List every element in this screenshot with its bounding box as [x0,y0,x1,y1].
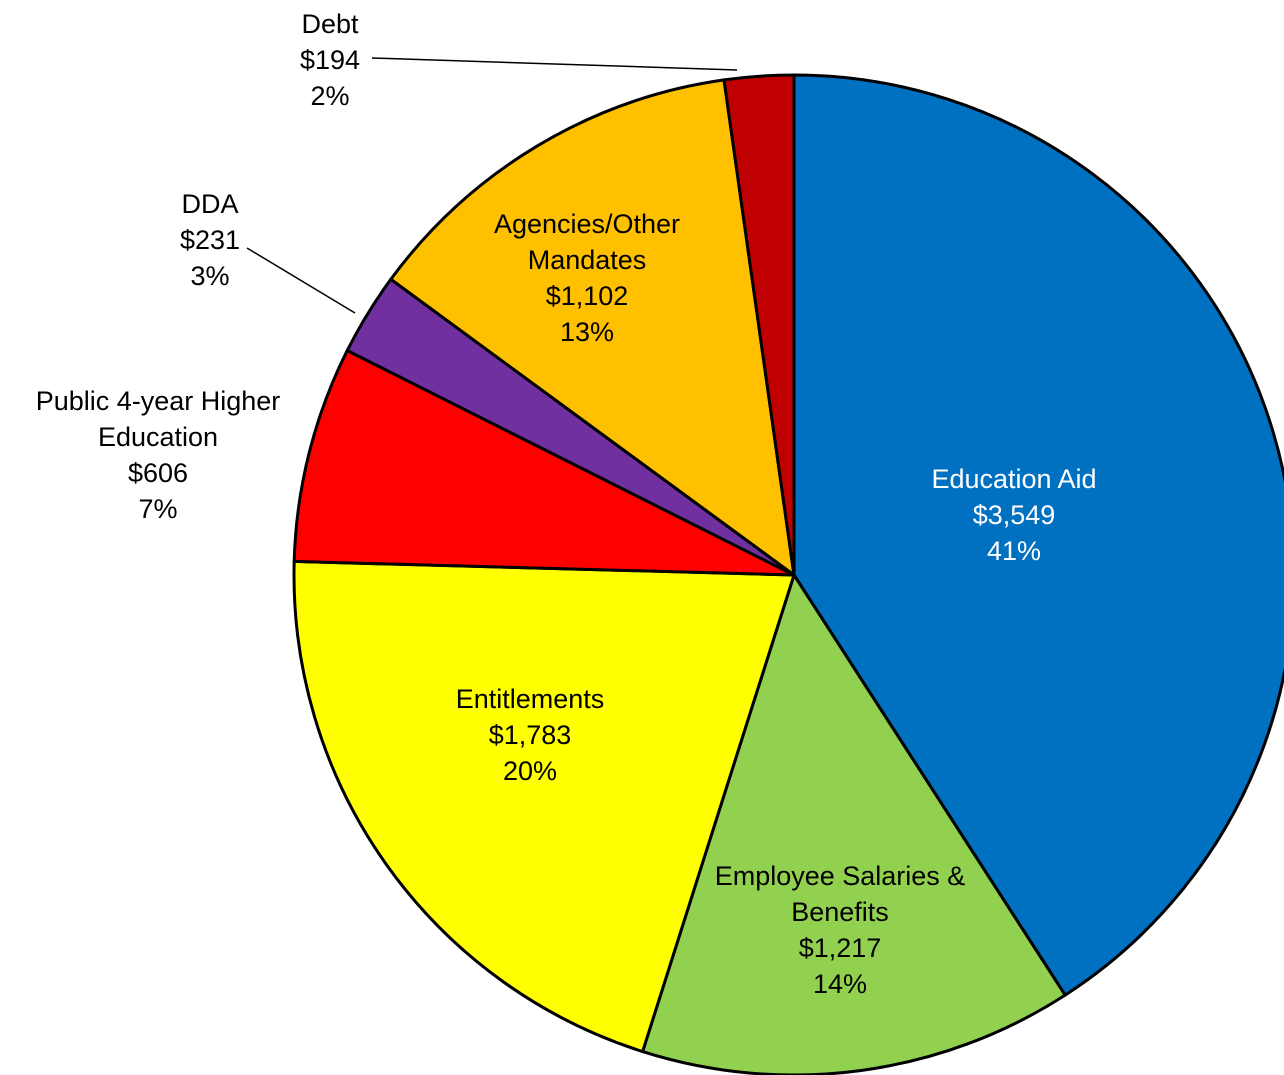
percent-label: 7% [138,494,178,524]
slice-label: Agencies/Other Mandates $1,102 13% [467,206,707,350]
percent-label: 14% [812,969,868,999]
percent-label: 41% [986,536,1042,566]
value-label: $1,102 [545,281,629,311]
pie-slice [292,559,796,1054]
value-label: $1,783 [488,720,572,750]
category-label: Entitlements [455,684,605,714]
slice-label: DDA $231 3% [150,186,270,294]
percent-label: 3% [190,261,230,291]
category-label: Public 4-year Higher Education [35,386,281,452]
leader-line [246,247,356,314]
slice-label: Public 4-year Higher Education $606 7% [3,383,313,527]
slice-label: Entitlements $1,783 20% [400,681,660,789]
category-label: DDA [181,189,239,219]
value-label: $231 [179,225,241,255]
category-label: Debt [301,9,359,39]
value-label: $194 [299,45,361,75]
category-label: Agencies/Other Mandates [493,209,681,275]
leader-line [371,57,738,71]
slice-label: Employee Salaries & Benefits $1,217 14% [695,858,985,1002]
pie-slice [792,73,1284,997]
slice-label: Debt $194 2% [270,6,390,114]
pie-slice [641,573,1067,1075]
slice-label: Education Aid $3,549 41% [884,461,1144,569]
percent-label: 2% [310,81,350,111]
percent-label: 20% [502,756,558,786]
value-label: $3,549 [972,500,1056,530]
pie-slice [292,348,796,577]
value-label: $606 [127,458,189,488]
value-label: $1,217 [798,933,882,963]
percent-label: 13% [559,317,615,347]
category-label: Education Aid [931,464,1097,494]
pie-slice [389,78,796,577]
category-label: Employee Salaries & Benefits [714,861,966,927]
pie-slice [722,73,796,577]
